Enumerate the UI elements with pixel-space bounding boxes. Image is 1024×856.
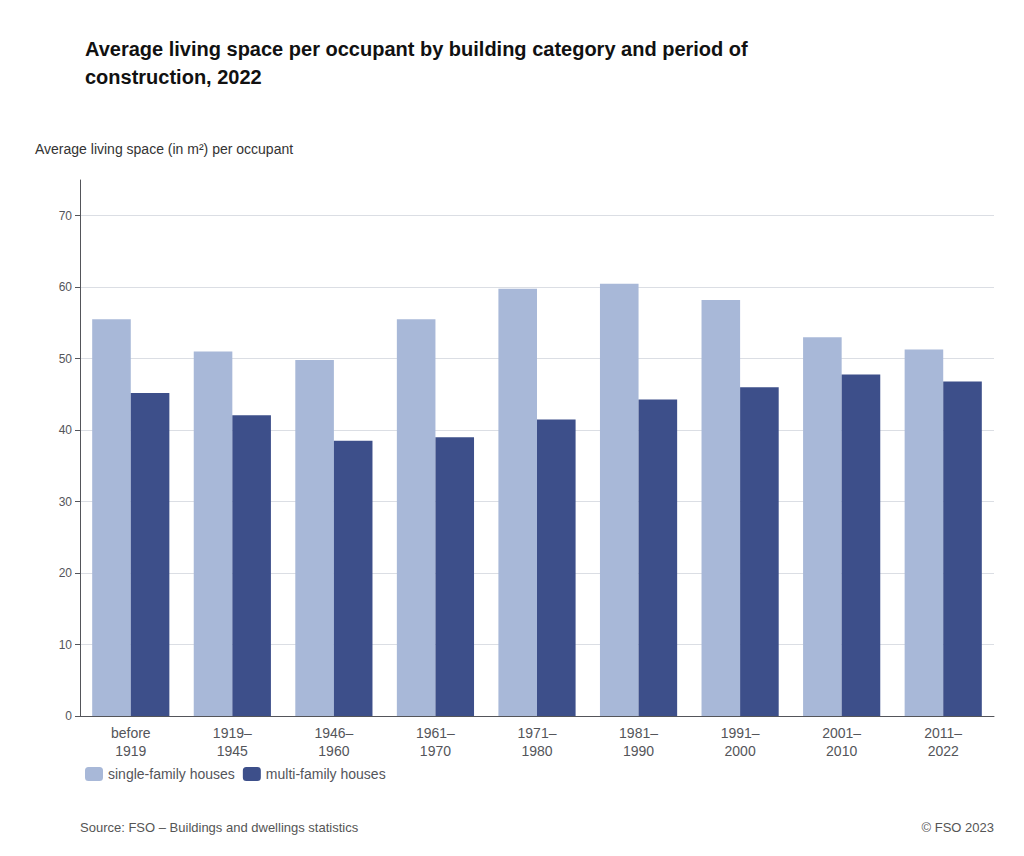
- svg-text:1945: 1945: [217, 743, 248, 759]
- svg-text:1946–: 1946–: [314, 725, 353, 741]
- svg-text:2011–: 2011–: [924, 725, 962, 741]
- svg-text:2000: 2000: [725, 743, 756, 759]
- svg-text:2010: 2010: [826, 743, 857, 759]
- svg-text:Source: FSO – Buildings and dw: Source: FSO – Buildings and dwellings st…: [80, 820, 359, 835]
- svg-text:construction, 2022: construction, 2022: [85, 66, 262, 88]
- svg-text:60: 60: [59, 280, 73, 294]
- svg-text:50: 50: [59, 352, 73, 366]
- svg-text:0: 0: [65, 709, 72, 723]
- svg-text:before: before: [111, 725, 151, 741]
- svg-text:© FSO 2023: © FSO 2023: [922, 820, 994, 835]
- svg-text:1919–: 1919–: [213, 725, 252, 741]
- svg-text:30: 30: [59, 495, 73, 509]
- svg-text:70: 70: [59, 209, 73, 223]
- svg-text:1970: 1970: [420, 743, 451, 759]
- svg-text:multi-family houses: multi-family houses: [266, 766, 386, 782]
- svg-text:Average living space (in m²) p: Average living space (in m²) per occupan…: [35, 141, 293, 157]
- svg-text:1991–: 1991–: [721, 725, 760, 741]
- svg-text:1990: 1990: [623, 743, 654, 759]
- svg-text:2001–: 2001–: [822, 725, 861, 741]
- svg-text:1971–: 1971–: [518, 725, 557, 741]
- svg-text:10: 10: [59, 638, 73, 652]
- svg-text:40: 40: [59, 423, 73, 437]
- svg-text:single-family houses: single-family houses: [108, 766, 235, 782]
- svg-text:1960: 1960: [318, 743, 349, 759]
- svg-text:1961–: 1961–: [416, 725, 455, 741]
- svg-text:1981–: 1981–: [619, 725, 658, 741]
- svg-text:20: 20: [59, 566, 73, 580]
- svg-text:1980: 1980: [521, 743, 552, 759]
- svg-text:2022: 2022: [928, 743, 959, 759]
- svg-text:1919: 1919: [115, 743, 146, 759]
- svg-text:Average living space per occup: Average living space per occupant by bui…: [85, 38, 748, 60]
